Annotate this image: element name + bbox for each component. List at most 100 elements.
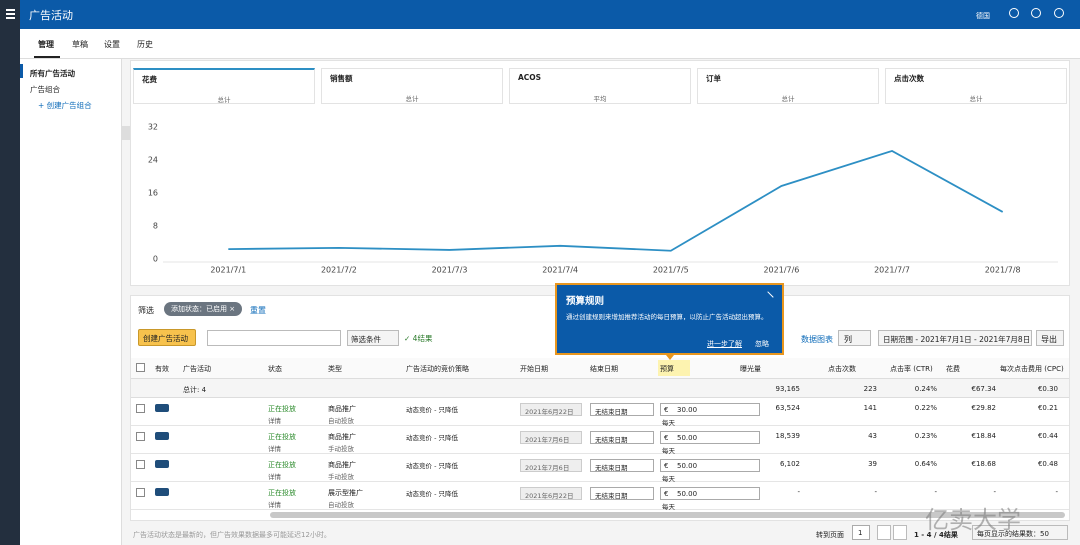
menu-icon[interactable] bbox=[6, 9, 15, 19]
end-date[interactable]: 无结束日期 bbox=[590, 487, 654, 500]
popup-close[interactable] bbox=[762, 291, 774, 303]
tab[interactable]: 管理 bbox=[38, 40, 54, 49]
y-tick-label: 24 bbox=[148, 156, 158, 165]
x-tick-label: 2021/7/6 bbox=[763, 266, 799, 275]
prev-button[interactable] bbox=[877, 525, 891, 540]
metric-name: 点击次数 bbox=[894, 74, 924, 83]
clicks: 141 bbox=[863, 404, 877, 412]
details[interactable]: 详情 bbox=[268, 417, 281, 425]
column-header[interactable]: 曝光量 bbox=[740, 365, 761, 373]
budget-per: 每天 bbox=[662, 503, 675, 511]
tab[interactable]: 草稿 bbox=[72, 40, 88, 49]
header-icon[interactable] bbox=[1009, 8, 1019, 18]
filter-dropdown[interactable]: 筛选条件 bbox=[347, 330, 399, 346]
popup-text: 通过创建规则来增加推荐活动的每日预算，以防止广告活动超出预算。 bbox=[566, 313, 768, 321]
metric-card[interactable]: 销售额总计 bbox=[321, 68, 503, 104]
header-icon[interactable] bbox=[1031, 8, 1041, 18]
filter-label: 筛选 bbox=[138, 306, 154, 315]
header-row bbox=[131, 358, 1069, 379]
search-box[interactable] bbox=[207, 330, 341, 346]
cpc: - bbox=[1055, 488, 1058, 496]
row-checkbox[interactable] bbox=[136, 488, 145, 497]
details[interactable]: 详情 bbox=[268, 501, 281, 509]
end-date[interactable]: 无结束日期 bbox=[590, 403, 654, 416]
column-header[interactable]: 广告活动的竞价策略 bbox=[406, 365, 469, 373]
chart-link[interactable]: 数据图表 bbox=[801, 335, 833, 344]
header-icon[interactable] bbox=[1054, 8, 1064, 18]
metric-card[interactable]: ACOS 平均 bbox=[509, 68, 691, 104]
budget-input[interactable]: €50.00 bbox=[660, 459, 760, 472]
budget-input[interactable]: €30.00 bbox=[660, 403, 760, 416]
per-page[interactable]: 每页显示的结果数：50 bbox=[972, 525, 1068, 540]
create-button[interactable]: 创建广告活动 bbox=[138, 329, 196, 346]
bidding: 动态竞价 - 只降低 bbox=[406, 406, 458, 414]
clicks: 39 bbox=[868, 460, 877, 468]
ctr: 0.22% bbox=[914, 404, 937, 412]
type: 商品推广 bbox=[328, 405, 356, 413]
filter-chip[interactable]: 添加状态：已启用 × bbox=[164, 302, 243, 316]
budget-per: 每天 bbox=[662, 447, 675, 455]
details[interactable]: 详情 bbox=[268, 473, 281, 481]
top-bar bbox=[0, 0, 1080, 29]
toggle[interactable] bbox=[155, 488, 169, 496]
end-date[interactable]: 无结束日期 bbox=[590, 431, 654, 444]
column-header[interactable]: 预算 bbox=[660, 365, 674, 373]
start-date: 2021年7月6日 bbox=[520, 431, 582, 444]
column-header[interactable]: 广告活动 bbox=[183, 365, 211, 373]
column-header[interactable]: 点击次数 bbox=[828, 365, 856, 373]
reset-link[interactable]: 重置 bbox=[250, 306, 266, 315]
targeting: 手动投放 bbox=[328, 445, 354, 453]
date-range-button[interactable]: 日期范围 - 2021年7月1日 - 2021年7月8日 bbox=[878, 330, 1032, 346]
cpc: €0.21 bbox=[1037, 404, 1058, 412]
budget-input[interactable]: €50.00 bbox=[660, 431, 760, 444]
collapse-tab[interactable] bbox=[122, 126, 130, 140]
page-input[interactable]: 1 bbox=[852, 525, 870, 540]
metric-card[interactable]: 订单 总计 bbox=[697, 68, 879, 104]
column-header[interactable]: 每次点击费用 (CPC) bbox=[1000, 365, 1064, 373]
popup-dismiss[interactable]: 忽略 bbox=[755, 340, 769, 348]
column-header[interactable]: 类型 bbox=[328, 365, 342, 373]
total-spend: €67.34 bbox=[971, 385, 997, 393]
next-button[interactable] bbox=[893, 525, 907, 540]
y-tick-label: 32 bbox=[148, 123, 158, 132]
metric-name: 销售额 bbox=[330, 74, 353, 83]
column-header[interactable]: 点击率 (CTR) bbox=[890, 365, 933, 373]
tab-underline bbox=[34, 56, 60, 58]
currency: € bbox=[664, 462, 669, 470]
region[interactable]: 德国 bbox=[976, 12, 990, 20]
status: 正在投放 bbox=[268, 489, 296, 497]
sidebar-item[interactable]: 所有广告活动 bbox=[30, 69, 75, 78]
column-header[interactable]: 结束日期 bbox=[590, 365, 618, 373]
metric-card[interactable]: 点击次数 总计 bbox=[885, 68, 1067, 104]
column-header[interactable]: 有效 bbox=[155, 365, 169, 373]
toggle[interactable] bbox=[155, 460, 169, 468]
toggle[interactable] bbox=[155, 432, 169, 440]
targeting: 自动投放 bbox=[328, 501, 354, 509]
sidebar-item[interactable]: 广告组合 bbox=[30, 85, 60, 94]
start-date: 2021年6月22日 bbox=[520, 487, 582, 500]
tab[interactable]: 设置 bbox=[104, 40, 120, 49]
goto-label: 转到页面 bbox=[816, 531, 844, 539]
popup-arrow bbox=[666, 355, 674, 360]
row-checkbox[interactable] bbox=[136, 432, 145, 441]
budget-input[interactable]: €50.00 bbox=[660, 487, 760, 500]
details[interactable]: 详情 bbox=[268, 445, 281, 453]
toggle[interactable] bbox=[155, 404, 169, 412]
metric-card[interactable]: 花费 总计 bbox=[133, 68, 315, 104]
metric-agg: 总计 bbox=[405, 95, 419, 103]
scrollbar[interactable] bbox=[270, 512, 1065, 518]
tab[interactable]: 历史 bbox=[137, 40, 153, 49]
popup-learn[interactable]: 进一步了解 bbox=[707, 340, 742, 348]
status: 正在投放 bbox=[268, 405, 296, 413]
header-checkbox[interactable] bbox=[136, 363, 145, 372]
sidebar-item[interactable]: + 创建广告组合 bbox=[38, 101, 92, 110]
export-button[interactable]: 导出 bbox=[1036, 330, 1064, 346]
column-header[interactable]: 状态 bbox=[268, 365, 282, 373]
columns-button[interactable]: 列 bbox=[838, 330, 871, 346]
column-header[interactable]: 开始日期 bbox=[520, 365, 548, 373]
sidebar-active bbox=[20, 64, 23, 78]
row-checkbox[interactable] bbox=[136, 404, 145, 413]
row-checkbox[interactable] bbox=[136, 460, 145, 469]
end-date[interactable]: 无结束日期 bbox=[590, 459, 654, 472]
column-header[interactable]: 花费 bbox=[946, 365, 960, 373]
